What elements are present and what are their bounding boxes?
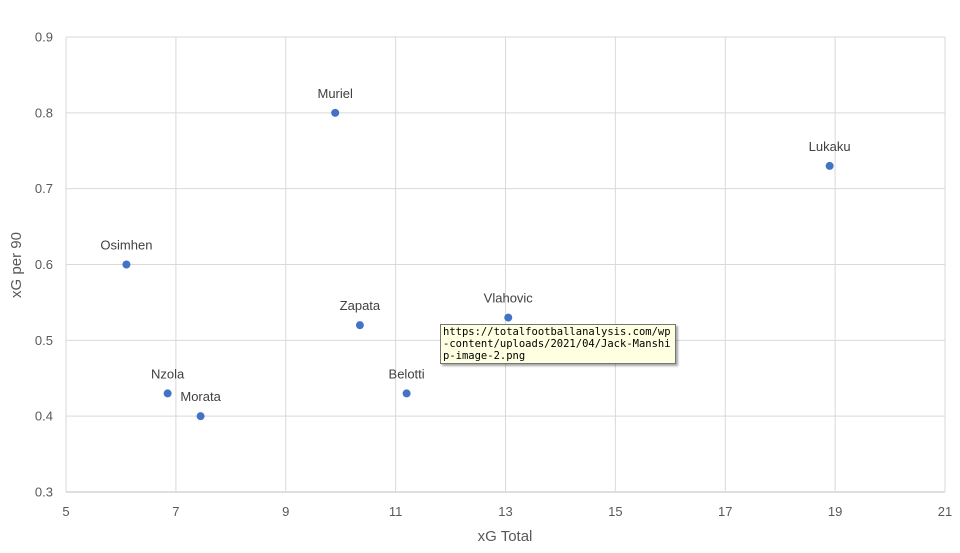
x-axis-title: xG Total (478, 528, 533, 545)
x-tick-label: 5 (62, 504, 69, 519)
y-axis-title: xG per 90 (8, 232, 25, 298)
data-label: Vlahovic (484, 291, 534, 306)
data-label: Zapata (340, 298, 381, 313)
data-label: Belotti (389, 366, 425, 381)
data-label: Nzola (151, 366, 185, 381)
data-point (504, 313, 513, 322)
data-point (825, 161, 834, 170)
data-label: Lukaku (809, 139, 851, 154)
x-tick-label: 17 (718, 504, 732, 519)
x-tick-label: 21 (938, 504, 952, 519)
data-point (402, 389, 411, 398)
gridlines (65, 36, 946, 493)
data-point (355, 321, 364, 330)
x-tick-label: 13 (498, 504, 512, 519)
y-tick-label: 0.4 (35, 409, 53, 424)
y-tick-label: 0.6 (35, 257, 53, 272)
data-label: Osimhen (100, 238, 152, 253)
y-tick-label: 0.3 (35, 485, 53, 500)
x-tick-label: 9 (282, 504, 289, 519)
data-point (196, 412, 205, 421)
data-point (163, 389, 172, 398)
x-tick-label: 19 (828, 504, 842, 519)
y-tick-label: 0.5 (35, 333, 53, 348)
data-points: Muriel Lukaku Osimhen Zapata Vlahovic Nzola Mo… (100, 86, 851, 421)
y-tick-label: 0.7 (35, 181, 53, 196)
data-label: Muriel (317, 86, 353, 101)
x-tick-label: 15 (608, 504, 622, 519)
x-tick-label: 7 (172, 504, 179, 519)
x-axis-ticks: 5 7 9 11 13 15 17 19 21 (62, 504, 952, 519)
data-label: Morata (180, 389, 221, 404)
data-point (331, 108, 340, 117)
url-tooltip: https://totalfootballanalysis.com/wp-con… (440, 324, 676, 364)
y-tick-label: 0.9 (35, 30, 53, 45)
data-point (122, 260, 131, 269)
y-axis-ticks: 0.3 0.4 0.5 0.6 0.7 0.8 0.9 (35, 30, 53, 500)
y-tick-label: 0.8 (35, 105, 53, 120)
x-tick-label: 11 (389, 504, 403, 519)
